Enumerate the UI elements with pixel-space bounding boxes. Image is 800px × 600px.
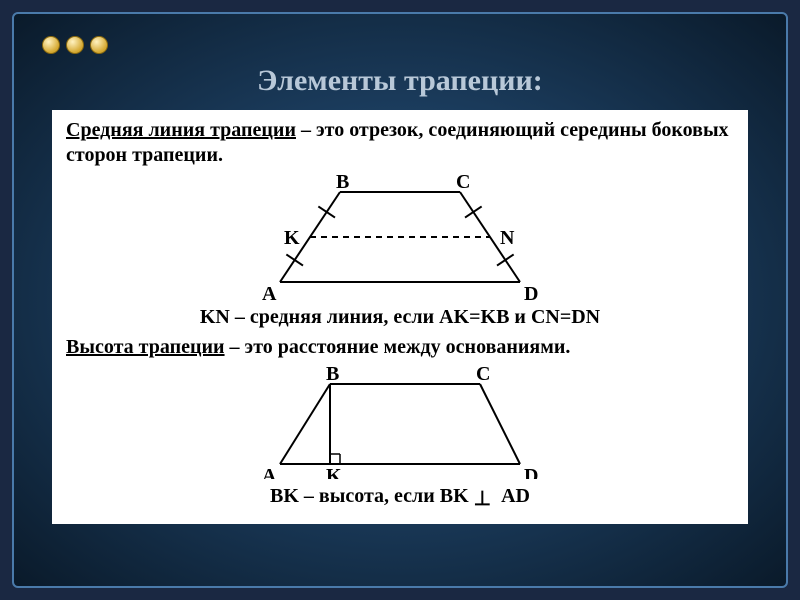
height-caption: BK – высота, если BK ⊥ AD — [66, 483, 734, 508]
svg-text:K: K — [284, 227, 300, 249]
content-panel: Средняя линия трапеции – это отрезок, со… — [52, 110, 748, 524]
svg-text:N: N — [500, 227, 515, 249]
svg-text:C: C — [476, 364, 490, 385]
decorative-circles — [42, 36, 108, 54]
svg-text:D: D — [524, 465, 538, 479]
trapezoid-midline-svg: B C A D K N — [220, 172, 580, 302]
midline-term: Средняя линия трапеции — [66, 119, 296, 141]
figure-midline: B C A D K N — [66, 172, 734, 302]
perp-symbol: ⊥ — [474, 488, 491, 510]
svg-text:A: A — [262, 283, 277, 302]
circle-deco — [42, 36, 60, 54]
height-caption-prefix: BK – высота, если BK — [270, 485, 469, 507]
svg-text:B: B — [336, 172, 349, 193]
svg-text:D: D — [524, 283, 538, 302]
svg-text:B: B — [326, 364, 339, 385]
circle-deco — [90, 36, 108, 54]
svg-text:C: C — [456, 172, 470, 193]
height-definition: Высота трапеции – это расстояние между о… — [66, 335, 734, 360]
height-caption-rest: AD — [501, 485, 530, 507]
svg-text:K: K — [326, 465, 342, 479]
height-def-text: – это расстояние между основаниями. — [225, 336, 571, 358]
height-term: Высота трапеции — [66, 336, 225, 358]
midline-caption: KN – средняя линия, если AK=KB и CN=DN — [66, 306, 734, 329]
svg-text:A: A — [262, 465, 277, 479]
figure-height: B C A D K — [66, 364, 734, 479]
midline-caption-prefix: KN – средняя линия, если — [200, 306, 439, 328]
slide-frame: Элементы трапеции: Средняя линия трапеци… — [12, 12, 788, 588]
midline-definition: Средняя линия трапеции – это отрезок, со… — [66, 118, 734, 168]
trapezoid-height-svg: B C A D K — [220, 364, 580, 479]
circle-deco — [66, 36, 84, 54]
midline-caption-cond: AK=KB и CN=DN — [439, 306, 600, 328]
slide-title: Элементы трапеции: — [14, 64, 786, 98]
